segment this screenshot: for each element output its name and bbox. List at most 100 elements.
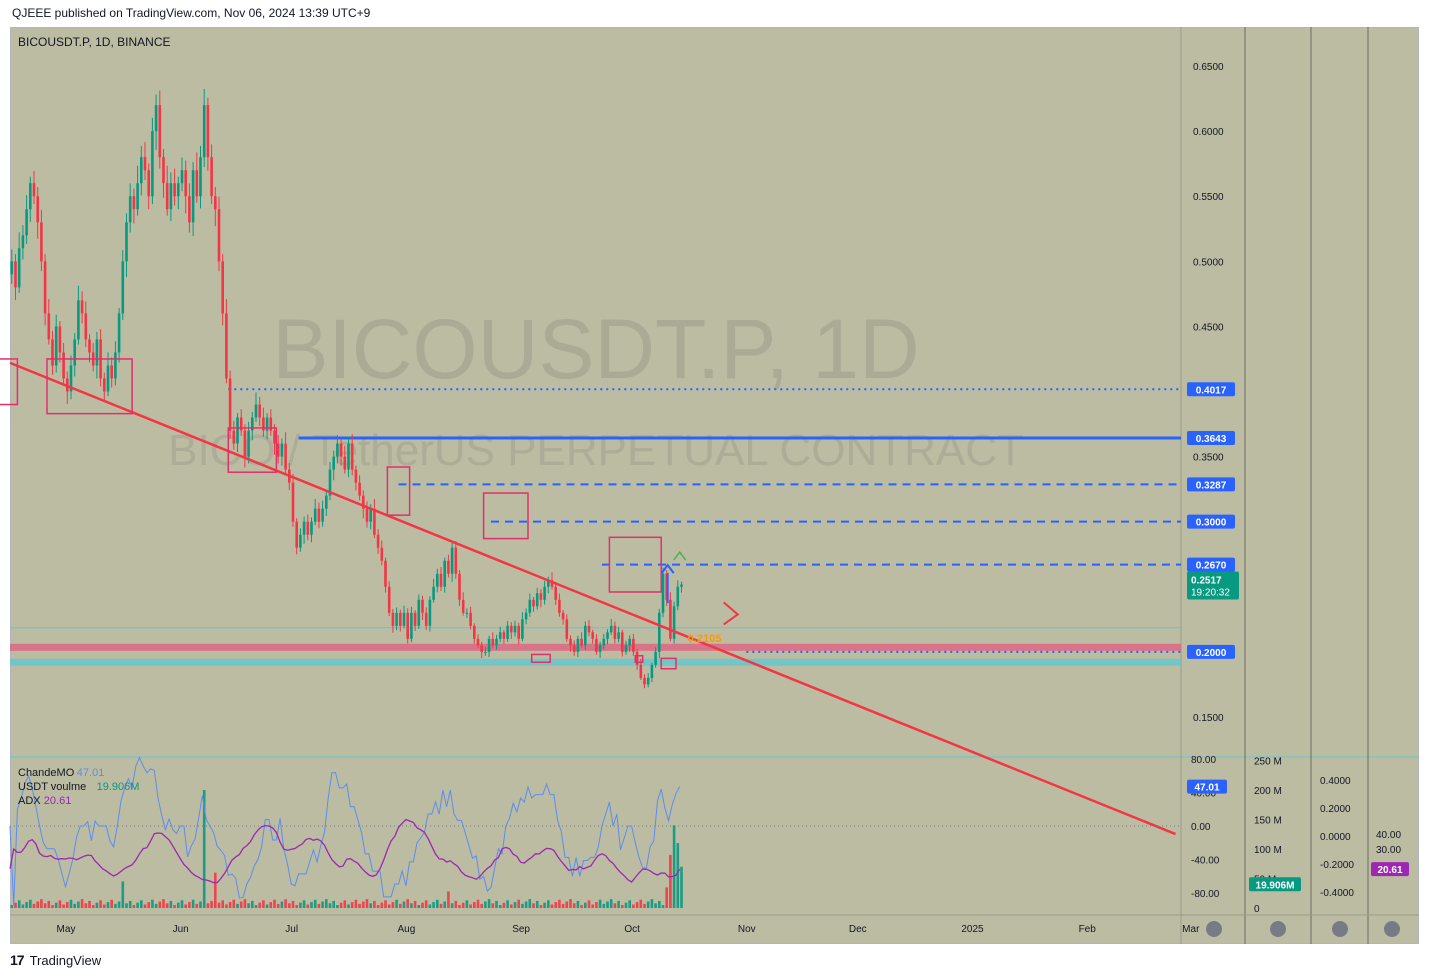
candle-body <box>395 612 398 626</box>
candle-body <box>465 612 469 614</box>
volume-bar <box>206 903 210 908</box>
candle-body <box>188 196 191 223</box>
volume-bar <box>40 899 43 908</box>
candle-body <box>661 573 665 613</box>
candle-body <box>498 632 502 639</box>
cmo-tick-label: -40.00 <box>1191 856 1220 867</box>
volume-bar <box>14 902 17 908</box>
volume-bar <box>32 903 36 908</box>
volume-bar <box>66 902 69 908</box>
candle-body <box>332 456 335 470</box>
price-tick-label: 0.6500 <box>1193 62 1224 73</box>
volume-bar <box>121 881 125 908</box>
zone-band-teal <box>10 658 1181 666</box>
candle-body <box>195 170 199 197</box>
candle-body <box>391 612 395 626</box>
candle-body <box>609 625 613 633</box>
volume-bar <box>495 900 498 908</box>
candle-body <box>428 599 432 626</box>
volume-tick-label: 200 M <box>1254 786 1282 797</box>
level-badge-text: 0.2670 <box>1196 561 1227 572</box>
candle-body <box>680 584 683 587</box>
volume-bar <box>184 904 187 908</box>
volume-bar <box>147 902 150 908</box>
level-badge-text: 0.2000 <box>1196 648 1227 659</box>
candle-body <box>110 365 113 379</box>
candle-body <box>384 560 387 587</box>
volume-bar <box>406 899 409 908</box>
volume-bar <box>362 901 365 908</box>
volume-bar <box>632 904 635 908</box>
volume-bar <box>317 903 321 908</box>
candle-body <box>506 625 509 639</box>
volume-bar <box>69 899 73 908</box>
volume-bar <box>621 905 624 908</box>
volume-bar <box>554 902 557 908</box>
scale-settings-icon <box>1206 921 1222 937</box>
cmo-badge <box>1187 779 1227 794</box>
volume-bar <box>191 899 195 908</box>
volume-bar <box>25 902 28 908</box>
level-badge-text: 0.3000 <box>1196 518 1227 529</box>
candle-body <box>376 534 380 548</box>
candle-body <box>628 638 631 646</box>
volume-bar <box>650 899 654 908</box>
volume-bar <box>195 903 199 908</box>
candle-body <box>151 131 154 197</box>
candle-body <box>58 326 62 353</box>
volume-bar <box>665 887 668 908</box>
volume-bar <box>473 902 476 908</box>
candle-body <box>576 638 580 652</box>
candle-body <box>73 339 76 366</box>
candle-body <box>354 469 358 483</box>
candle-body <box>454 547 458 574</box>
footer-brand[interactable]: 17 TradingView <box>10 952 101 968</box>
oscillator-tick-label: 0.4000 <box>1320 776 1351 787</box>
candle-body <box>191 170 195 223</box>
volume-bar <box>262 900 265 908</box>
cmo-line <box>9 756 681 906</box>
volume-bar <box>680 866 683 908</box>
candle-body <box>225 313 228 379</box>
marker-box <box>482 492 529 540</box>
candle-body <box>62 352 65 379</box>
candle-body <box>399 612 402 626</box>
candle-body <box>598 645 602 652</box>
candle-body <box>51 339 54 366</box>
cmo-tick-label: 80.00 <box>1191 755 1216 766</box>
level-badge <box>1187 644 1235 659</box>
volume-bar <box>391 902 395 908</box>
volume-bar <box>273 899 276 908</box>
volume-bar <box>606 901 609 908</box>
chart-frame[interactable] <box>10 27 1419 944</box>
candle-body <box>587 625 591 633</box>
candle-body <box>184 170 187 197</box>
volume-bar <box>387 904 391 908</box>
volume-bar <box>214 872 217 908</box>
candle-body <box>254 404 258 418</box>
candle-body <box>502 632 506 639</box>
volume-bar <box>628 900 631 908</box>
volume-bar <box>10 905 14 908</box>
price-tick-label: 0.3500 <box>1193 453 1224 464</box>
volume-bar <box>202 790 206 908</box>
volume-bar <box>458 905 461 908</box>
marker-box <box>0 358 19 406</box>
candle-body <box>476 638 480 646</box>
volume-bar <box>565 901 569 908</box>
level-badge <box>1187 430 1235 445</box>
volume-bar <box>421 902 424 908</box>
candle-body <box>676 586 680 607</box>
candle-body <box>436 573 439 587</box>
volume-bar <box>247 903 250 908</box>
volume-bar <box>243 899 247 908</box>
volume-bar <box>572 903 576 908</box>
adx-tick-label: 30.00 <box>1376 845 1401 856</box>
candle-body <box>373 508 376 535</box>
volume-badge-text: 19.906M <box>1256 880 1295 891</box>
candle-body <box>669 599 672 639</box>
volume-bar <box>676 843 680 908</box>
candle-body <box>480 645 483 652</box>
volume-bar <box>232 899 236 908</box>
